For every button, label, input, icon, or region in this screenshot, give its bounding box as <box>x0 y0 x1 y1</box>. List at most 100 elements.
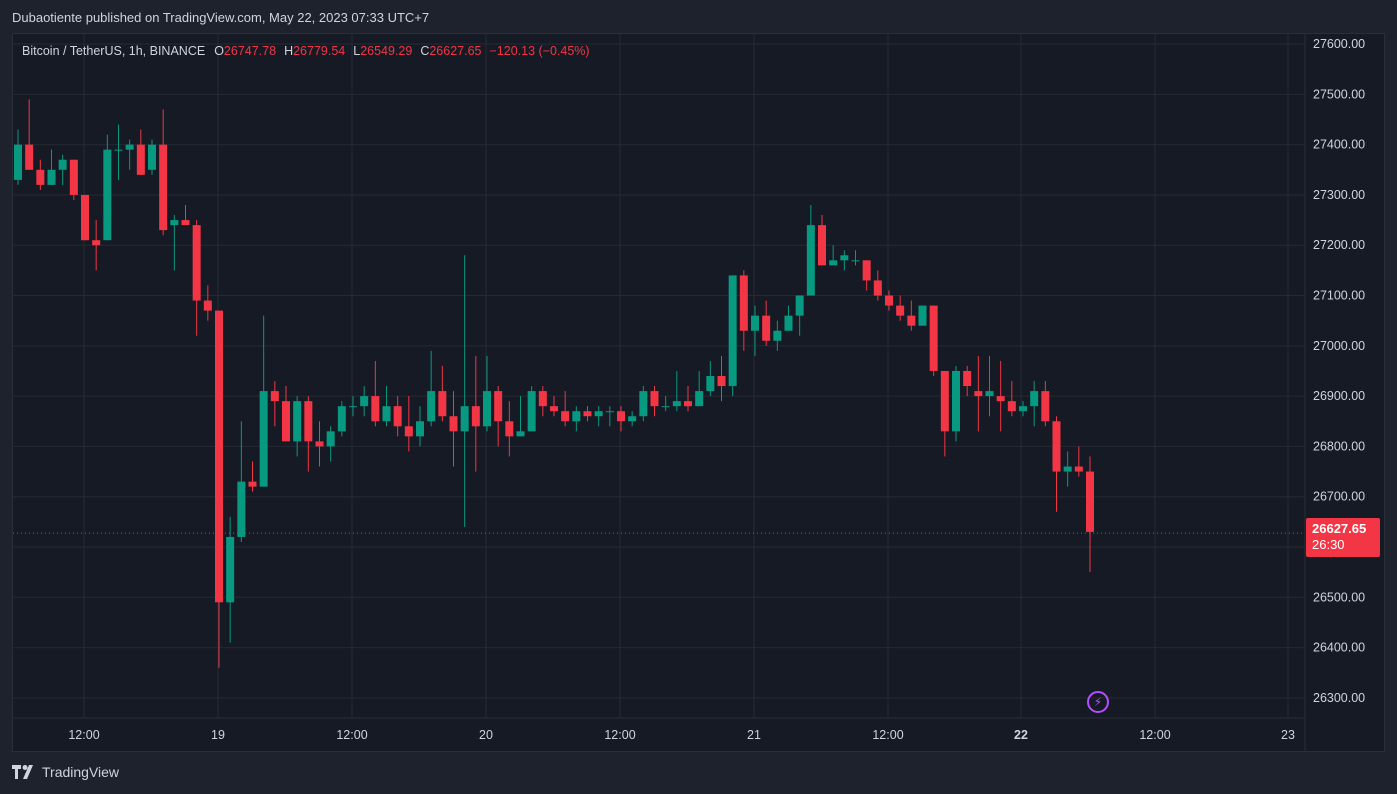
candle-body[interactable] <box>684 401 692 407</box>
candle-body[interactable] <box>483 391 491 427</box>
candle-body[interactable] <box>1052 421 1061 472</box>
candle-body[interactable] <box>996 396 1005 402</box>
candle-body[interactable] <box>25 144 34 170</box>
candle-body[interactable] <box>728 275 737 387</box>
candle-body[interactable] <box>907 315 916 326</box>
candle-body[interactable] <box>873 280 882 296</box>
candle-body[interactable] <box>438 391 447 417</box>
candle-body[interactable] <box>550 406 558 412</box>
candle-body[interactable] <box>47 169 56 185</box>
candle-body[interactable] <box>114 149 123 151</box>
candle-body[interactable] <box>349 406 357 408</box>
candle-body[interactable] <box>36 169 45 185</box>
candle-body[interactable] <box>460 406 469 432</box>
candle-body[interactable] <box>929 305 938 371</box>
candle-body[interactable] <box>952 370 960 432</box>
candle-body[interactable] <box>605 411 614 413</box>
candle-body[interactable] <box>940 370 949 432</box>
candle-body[interactable] <box>337 406 346 432</box>
candle-body[interactable] <box>471 406 480 427</box>
candle-body[interactable] <box>1086 471 1094 532</box>
candle-body[interactable] <box>717 376 726 387</box>
candle-body[interactable] <box>170 220 179 226</box>
candle-body[interactable] <box>773 330 782 341</box>
candle-body[interactable] <box>282 401 290 442</box>
candle-body[interactable] <box>628 416 637 422</box>
candle-body[interactable] <box>125 144 134 150</box>
candle-body[interactable] <box>572 411 581 422</box>
candle-body[interactable] <box>538 391 547 407</box>
candle-body[interactable] <box>136 144 145 175</box>
candle-body[interactable] <box>159 144 168 231</box>
lightning-icon[interactable]: ⚡ <box>1087 691 1109 713</box>
candle-body[interactable] <box>583 411 592 417</box>
candle-body[interactable] <box>784 315 793 331</box>
candle-body[interactable] <box>561 411 570 422</box>
candle-body[interactable] <box>1030 391 1039 407</box>
candle-body[interactable] <box>963 370 972 387</box>
candle-body[interactable] <box>226 536 235 603</box>
candle-body[interactable] <box>1041 391 1050 422</box>
candle-body[interactable] <box>181 220 190 226</box>
candle-body[interactable] <box>192 225 201 301</box>
candle-body[interactable] <box>862 260 871 281</box>
candle-body[interactable] <box>427 391 436 422</box>
candle-body[interactable] <box>270 391 279 402</box>
candle-body[interactable] <box>449 416 458 432</box>
candle-body[interactable] <box>806 225 815 296</box>
candle-body[interactable] <box>639 391 648 417</box>
candle-body[interactable] <box>516 431 525 437</box>
candle-body[interactable] <box>148 144 156 170</box>
candle-body[interactable] <box>92 240 101 246</box>
candle-body[interactable] <box>14 144 22 180</box>
candle-body[interactable] <box>304 401 313 442</box>
candle-body[interactable] <box>103 149 112 241</box>
candle-body[interactable] <box>739 275 748 331</box>
footer-brand[interactable]: TradingView <box>12 764 119 780</box>
candle-body[interactable] <box>58 159 67 170</box>
candle-body[interactable] <box>896 305 905 316</box>
candle-body[interactable] <box>795 295 804 316</box>
candle-body[interactable] <box>974 391 983 397</box>
candle-body[interactable] <box>1063 466 1072 472</box>
candle-body[interactable] <box>706 376 715 392</box>
candle-body[interactable] <box>672 401 681 407</box>
candle-body[interactable] <box>1019 406 1027 412</box>
candle-body[interactable] <box>81 194 89 241</box>
candle-body[interactable] <box>594 411 603 417</box>
candle-body[interactable] <box>326 431 335 447</box>
candle-body[interactable] <box>818 225 826 266</box>
candle-body[interactable] <box>203 300 212 311</box>
candle-body[interactable] <box>494 391 503 422</box>
candle-body[interactable] <box>851 260 860 262</box>
candle-body[interactable] <box>69 159 78 195</box>
candle-body[interactable] <box>215 310 223 603</box>
candle-body[interactable] <box>1007 401 1016 412</box>
candle-body[interactable] <box>650 391 659 407</box>
candle-body[interactable] <box>416 421 424 437</box>
candle-body[interactable] <box>829 260 838 266</box>
candle-body[interactable] <box>404 426 413 437</box>
candle-body[interactable] <box>382 406 391 422</box>
candle-body[interactable] <box>527 391 536 432</box>
candle-body[interactable] <box>315 441 324 447</box>
candle-body[interactable] <box>661 406 670 408</box>
candle-body[interactable] <box>885 295 893 306</box>
candle-body[interactable] <box>293 401 302 442</box>
candle-body[interactable] <box>371 396 380 422</box>
candle-body[interactable] <box>918 305 927 326</box>
candle-body[interactable] <box>248 481 257 487</box>
candle-body[interactable] <box>762 315 771 341</box>
candle-body[interactable] <box>237 481 246 537</box>
candle-body[interactable] <box>1074 466 1083 472</box>
candle-body[interactable] <box>505 421 514 437</box>
candle-body[interactable] <box>695 391 704 407</box>
candle-body[interactable] <box>259 391 268 487</box>
candle-body[interactable] <box>840 255 849 261</box>
candle-body[interactable] <box>617 411 625 422</box>
candle-body[interactable] <box>360 396 369 407</box>
candle-body[interactable] <box>751 315 759 331</box>
candle-body[interactable] <box>985 391 994 397</box>
candle-body[interactable] <box>393 406 402 427</box>
